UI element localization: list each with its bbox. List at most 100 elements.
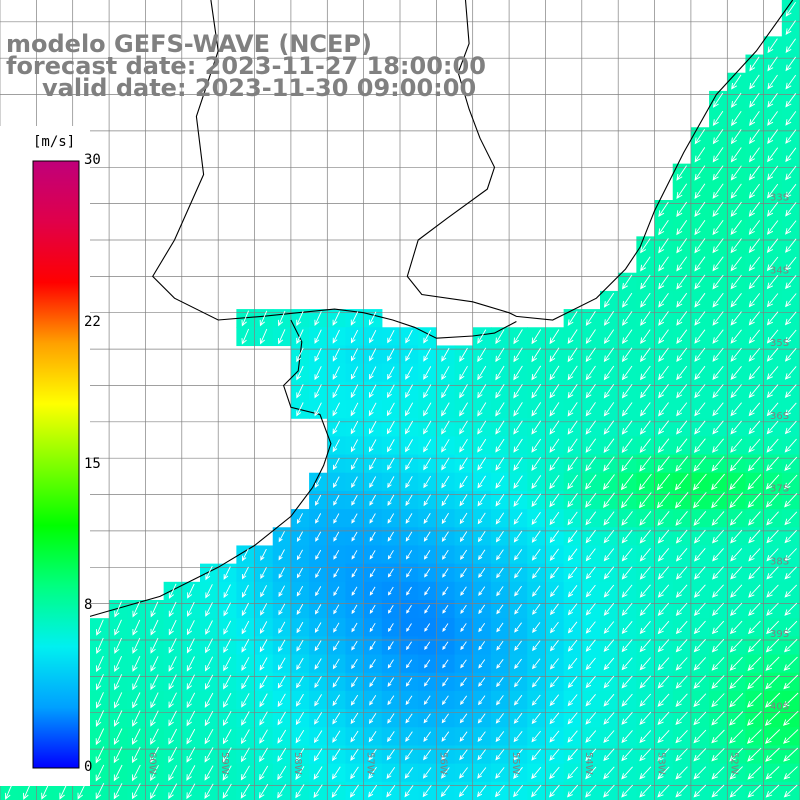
wind-vector bbox=[277, 657, 286, 671]
wind-vector bbox=[712, 110, 724, 127]
wind-speed-cell bbox=[618, 363, 637, 383]
wind-vector bbox=[549, 621, 559, 634]
wind-vector bbox=[766, 456, 779, 472]
wind-vector bbox=[603, 420, 615, 435]
wind-vector bbox=[496, 622, 504, 633]
wind-vector bbox=[567, 730, 578, 743]
wind-vector bbox=[315, 513, 322, 524]
wind-vector bbox=[150, 692, 159, 709]
wind-vector bbox=[332, 730, 341, 743]
colorbar-tick-label: 8 bbox=[84, 597, 93, 614]
wind-vector bbox=[730, 293, 742, 308]
wind-vector bbox=[549, 567, 559, 580]
wind-vector bbox=[621, 639, 633, 653]
wind-vector bbox=[766, 420, 779, 435]
wind-vector bbox=[747, 747, 762, 762]
wind-vector bbox=[278, 639, 286, 652]
wind-vector bbox=[549, 603, 559, 616]
wind-vector bbox=[730, 548, 743, 562]
wind-vector bbox=[712, 201, 724, 218]
wind-vector bbox=[693, 511, 707, 526]
wind-vector bbox=[784, 492, 798, 508]
wind-vector bbox=[749, 111, 760, 126]
wind-vector bbox=[295, 748, 305, 762]
wind-vector bbox=[694, 347, 706, 362]
wind-vector bbox=[640, 329, 651, 344]
wind-vector bbox=[766, 438, 779, 453]
wind-speed-cell bbox=[709, 109, 728, 128]
wind-vector bbox=[168, 638, 177, 654]
wind-vector bbox=[513, 731, 523, 743]
wind-vector bbox=[748, 584, 761, 598]
wind-vector bbox=[478, 641, 486, 651]
wind-vector bbox=[350, 730, 359, 743]
wind-vector bbox=[441, 420, 450, 435]
wind-vector bbox=[785, 202, 797, 217]
wind-vector bbox=[621, 566, 633, 580]
wind-vector bbox=[567, 548, 578, 562]
wind-vector bbox=[549, 712, 560, 725]
wind-vector bbox=[496, 567, 504, 579]
wind-vector bbox=[295, 711, 304, 726]
wind-vector bbox=[785, 111, 797, 126]
wind-vector bbox=[639, 693, 652, 707]
wind-vector bbox=[749, 74, 760, 90]
wind-vector bbox=[549, 383, 560, 399]
wind-vector bbox=[585, 365, 596, 381]
wind-vector bbox=[784, 548, 797, 562]
wind-vector bbox=[766, 402, 779, 417]
wind-vector bbox=[514, 604, 522, 615]
wind-vector bbox=[694, 402, 706, 417]
wind-vector bbox=[603, 602, 615, 616]
wind-vector bbox=[314, 311, 322, 327]
wind-vector bbox=[513, 530, 523, 543]
wind-vector bbox=[441, 439, 450, 453]
wind-vector bbox=[369, 531, 376, 542]
wind-vector bbox=[766, 384, 779, 398]
wind-vector bbox=[784, 384, 797, 398]
wind-vector bbox=[259, 693, 268, 708]
wind-vector bbox=[441, 494, 450, 507]
wind-vector bbox=[585, 639, 596, 652]
wind-speed-cell bbox=[709, 218, 728, 237]
wind-vector bbox=[476, 785, 487, 798]
wind-vector bbox=[531, 766, 542, 780]
wind-vector bbox=[674, 473, 689, 491]
wind-vector bbox=[712, 238, 724, 254]
wind-vector bbox=[387, 568, 394, 578]
wind-vector bbox=[567, 493, 578, 508]
wind-vector bbox=[639, 620, 651, 635]
wind-vector bbox=[459, 402, 468, 417]
wind-vector bbox=[621, 438, 633, 454]
wind-vector bbox=[748, 384, 761, 399]
wind-vector bbox=[333, 568, 340, 578]
wind-vector bbox=[603, 693, 615, 707]
wind-vector bbox=[405, 695, 413, 706]
wind-vector bbox=[241, 620, 250, 635]
wind-vector bbox=[404, 420, 414, 435]
wind-vector bbox=[277, 784, 287, 799]
wind-speed-cell bbox=[581, 454, 601, 474]
wind-vector bbox=[658, 256, 669, 272]
wind-vector bbox=[405, 476, 413, 489]
wind-vector bbox=[313, 748, 323, 762]
wind-vector bbox=[531, 585, 541, 597]
wind-vector bbox=[296, 513, 303, 525]
wind-vector bbox=[676, 384, 688, 399]
wind-vector bbox=[204, 710, 214, 727]
wind-vector bbox=[315, 586, 322, 597]
wind-speed-cell bbox=[563, 654, 583, 674]
wind-vector bbox=[351, 457, 358, 471]
wind-vector bbox=[168, 710, 177, 727]
wind-vector bbox=[332, 658, 340, 670]
wind-vector bbox=[494, 785, 505, 798]
wind-vector bbox=[150, 674, 159, 691]
wind-vector bbox=[241, 693, 250, 708]
wind-vector bbox=[478, 677, 486, 687]
wind-vector bbox=[333, 622, 340, 633]
wind-vector bbox=[729, 747, 744, 762]
wind-vector bbox=[748, 238, 761, 254]
wind-vector bbox=[95, 692, 104, 709]
wind-vector bbox=[314, 658, 322, 670]
wind-vector bbox=[241, 711, 250, 726]
